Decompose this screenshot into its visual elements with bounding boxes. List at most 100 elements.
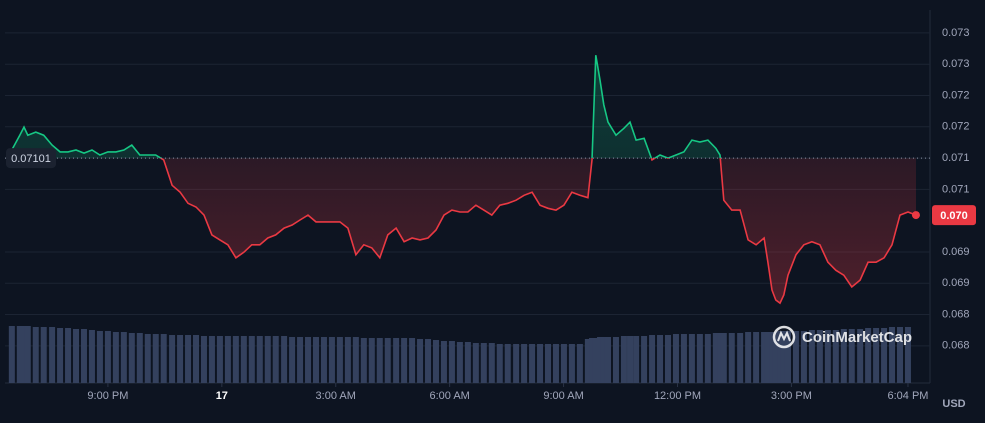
volume-bar	[745, 332, 752, 383]
volume-bar	[504, 344, 511, 383]
volume-bar	[248, 336, 255, 383]
volume-bars	[8, 326, 911, 383]
volume-bar	[417, 339, 424, 383]
baseline-label: 0.07101	[11, 153, 51, 165]
x-tick-label: 12:00 PM	[654, 390, 701, 402]
y-tick-label: 0.072	[942, 121, 970, 133]
volume-bar	[281, 336, 288, 383]
volume-bar	[904, 327, 911, 383]
y-tick-label: 0.072	[942, 89, 970, 101]
volume-bar	[289, 337, 296, 383]
volume-bar	[200, 336, 207, 383]
volume-bar	[144, 334, 151, 383]
volume-bar	[600, 337, 607, 383]
x-tick-label: 3:00 AM	[316, 390, 356, 402]
volume-bar	[664, 335, 671, 383]
volume-bar	[808, 330, 815, 383]
volume-bar	[720, 333, 727, 383]
volume-bar	[592, 338, 599, 383]
volume-bar	[488, 343, 495, 383]
ticks: 0.073 0.073 0.072 0.072 0.071 0.071 0.069 0.069…	[6, 27, 976, 402]
volume-bar	[521, 344, 528, 383]
volume-bar	[832, 330, 839, 383]
volume-bar	[680, 334, 687, 383]
area-down	[11, 158, 916, 304]
volume-bar	[472, 343, 479, 383]
volume-bar	[688, 334, 695, 383]
volume-bar	[612, 337, 619, 383]
y-tick-label: 0.068	[942, 308, 970, 320]
volume-bar	[857, 329, 864, 383]
price-label-box	[932, 205, 976, 226]
volume-bar	[96, 331, 103, 383]
volume-bar	[104, 331, 111, 383]
volume-bar	[840, 329, 847, 383]
volume-bar	[649, 335, 656, 383]
volume-bar	[120, 332, 127, 383]
volume-bar	[401, 338, 408, 383]
volume-bar	[800, 331, 807, 383]
volume-bar	[152, 334, 159, 383]
volume-bar	[529, 344, 536, 383]
volume-bar	[360, 338, 367, 383]
volume-bar	[712, 333, 719, 383]
volume-bar	[20, 326, 27, 383]
y-tick-label: 0.071	[942, 152, 970, 164]
volume-bar	[897, 327, 904, 383]
volume-bar	[432, 340, 439, 383]
volume-bar	[620, 336, 627, 383]
y-tick-label: 0.073	[942, 58, 970, 70]
volume-bar	[49, 327, 56, 383]
volume-bar	[232, 336, 239, 383]
currency-label: USD	[942, 398, 965, 410]
y-tick-label: 0.071	[942, 183, 970, 195]
volume-bar	[16, 326, 23, 383]
baseline-label-box	[6, 148, 56, 169]
y-tick-label: 0.073	[942, 27, 970, 39]
volume-bar	[696, 334, 703, 383]
volume-bar	[73, 329, 80, 383]
volume-bar	[552, 344, 559, 383]
volume-bar	[764, 332, 771, 383]
x-tick-label: 9:00 PM	[87, 390, 128, 402]
volume-bar	[560, 344, 567, 383]
volume-bar	[192, 335, 199, 383]
volume-bar	[761, 332, 768, 383]
volume-bar	[865, 328, 872, 383]
volume-bar	[627, 336, 634, 383]
volume-bar	[256, 336, 263, 383]
volume-bar	[537, 344, 544, 383]
volume-bar	[185, 335, 192, 383]
volume-bar	[496, 344, 503, 383]
volume-bar	[769, 332, 776, 383]
volume-bar	[464, 342, 471, 383]
volume-bar	[384, 338, 391, 383]
volume-bar	[305, 337, 312, 383]
volume-bar	[480, 343, 487, 383]
watermark-text: CoinMarketCap	[802, 329, 912, 346]
y-tick-label: 0.069	[942, 246, 970, 258]
volume-bar	[128, 333, 135, 383]
volume-bar	[448, 341, 455, 383]
volume-bar	[641, 336, 648, 383]
areas	[11, 55, 916, 304]
volume-bar	[264, 336, 271, 383]
volume-bar	[80, 329, 87, 383]
volume-bar	[633, 336, 640, 383]
volume-bar	[425, 339, 432, 383]
volume-bar	[216, 336, 223, 383]
lines	[5, 55, 930, 305]
line-down	[159, 158, 917, 305]
volume-bar	[136, 333, 143, 383]
volume-bar	[240, 336, 247, 383]
x-tick-label: 6:04 PM	[887, 390, 928, 402]
volume-bar	[737, 333, 744, 383]
volume-bar	[297, 337, 304, 383]
volume-bar	[336, 337, 343, 383]
volume-bar	[177, 335, 184, 383]
volume-bar	[881, 328, 888, 383]
volume-bar	[32, 327, 39, 383]
volume-bar	[780, 331, 787, 383]
volume-bar	[848, 329, 855, 383]
volume-bar	[772, 332, 779, 383]
